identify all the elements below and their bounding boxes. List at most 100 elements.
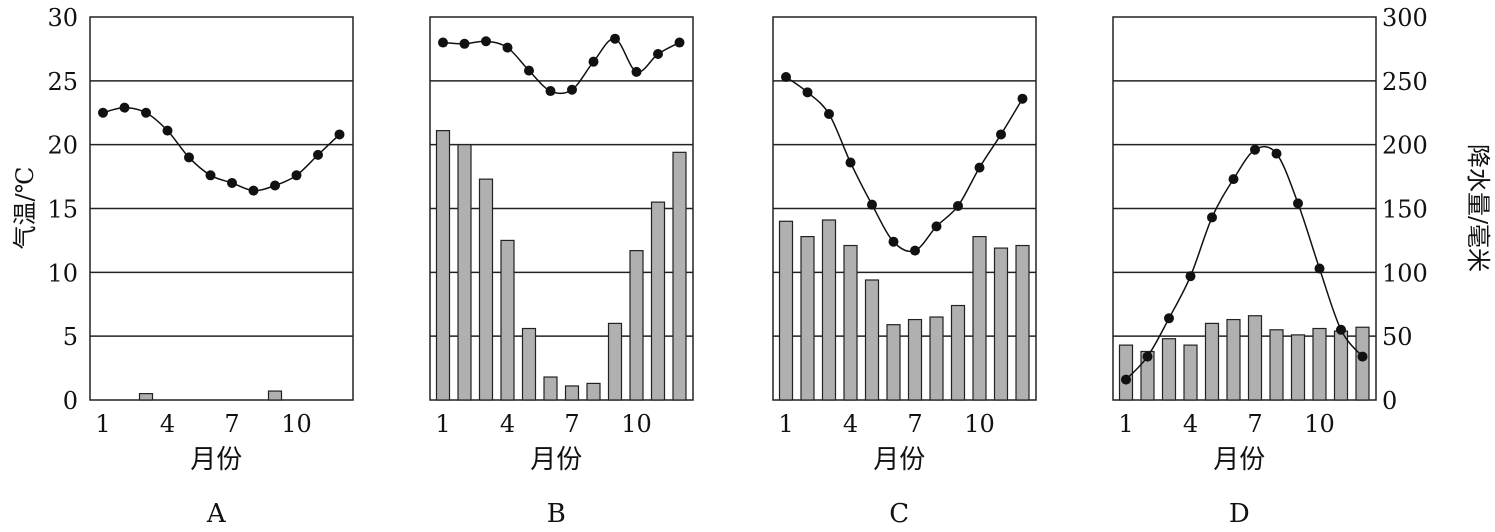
- precip-bar: [1290, 334, 1306, 401]
- temperature-point: [334, 129, 345, 140]
- right-tick-label: 50: [1382, 323, 1413, 351]
- temperature-point: [545, 86, 556, 97]
- temperature-point: [610, 33, 620, 44]
- x-tick-label: 10: [1304, 410, 1335, 438]
- precip-bar: [864, 279, 880, 401]
- plot-frame: [89, 16, 354, 401]
- left-tick-label: 0: [63, 387, 78, 415]
- precip-bar: [1269, 329, 1284, 401]
- right-tick-label: 0: [1382, 387, 1397, 415]
- precip-bar: [993, 247, 1009, 401]
- x-tick-label: 4: [500, 410, 515, 438]
- temperature-point: [141, 107, 151, 118]
- temperature-point: [1293, 198, 1303, 209]
- left-tick-label: 30: [47, 4, 78, 32]
- temperature-point: [631, 66, 642, 77]
- precip-bar: [629, 250, 644, 401]
- temperature-point: [184, 152, 194, 163]
- x-axis-label: 月份: [530, 445, 582, 475]
- temperature-point: [588, 56, 599, 67]
- temperature-point: [1228, 174, 1239, 185]
- temperature-point: [1185, 271, 1196, 282]
- x-tick-label: 1: [95, 410, 110, 438]
- panel-a: 1 4 7 10 月份 A: [89, 16, 354, 529]
- temperature-point: [162, 125, 173, 136]
- panel-label: A: [206, 499, 227, 529]
- temperature-point: [1357, 351, 1368, 362]
- precip-bar: [650, 201, 666, 401]
- x-tick-label: 10: [281, 410, 312, 438]
- precip-bar: [500, 239, 515, 401]
- precip-bar: [950, 304, 966, 401]
- precip-bar: [267, 390, 283, 401]
- temperature-point: [270, 180, 280, 191]
- temperature-point: [1017, 93, 1028, 104]
- left-tick-label: 25: [47, 68, 78, 96]
- temperature-point: [1164, 313, 1174, 324]
- precip-bar: [843, 244, 858, 401]
- precip-bar: [1226, 318, 1241, 401]
- panel-d: 1 4 7 10 月份 D: [1112, 16, 1377, 529]
- x-tick-label: 1: [778, 410, 793, 438]
- temperature-point: [524, 65, 534, 76]
- precip-bar: [1333, 330, 1349, 401]
- precip-bar: [457, 144, 472, 401]
- x-tick-label: 1: [435, 410, 450, 438]
- x-tick-label: 10: [621, 410, 652, 438]
- temperature-point: [227, 177, 237, 188]
- temperature-point: [953, 200, 963, 211]
- x-tick-label: 7: [224, 410, 239, 438]
- right-axis-label: 降水量/毫米: [1464, 144, 1492, 272]
- panel-label: B: [547, 499, 566, 529]
- plot-frame: [429, 16, 694, 401]
- plot-frame: [1112, 16, 1377, 401]
- right-tick-label: 100: [1382, 259, 1428, 287]
- x-tick-label: 7: [1247, 410, 1262, 438]
- temperature-line: [102, 106, 341, 192]
- precip-bar: [1015, 244, 1030, 401]
- left-tick-label: 20: [47, 132, 78, 160]
- x-tick-label: 4: [1183, 410, 1198, 438]
- panel-label: D: [1229, 499, 1250, 529]
- temperature-point: [567, 84, 577, 95]
- temperature-point: [910, 245, 920, 256]
- temperature-line: [442, 37, 680, 95]
- precip-bar: [1247, 315, 1263, 401]
- temperature-point: [119, 102, 130, 113]
- panel-b: 1 4 7 10 月份 B: [429, 16, 694, 529]
- temperature-point: [1207, 212, 1217, 223]
- panel-label: C: [889, 499, 909, 529]
- precip-bar: [564, 385, 580, 401]
- plot-frame: [772, 16, 1037, 401]
- precip-bar: [435, 130, 451, 401]
- temperature-point: [1121, 374, 1131, 385]
- x-tick-label: 7: [564, 410, 579, 438]
- left-axis-label: 气温/℃: [11, 167, 39, 250]
- precip-bar: [1355, 326, 1370, 401]
- precip-bar: [586, 382, 601, 401]
- precip-bar: [1161, 338, 1177, 401]
- precip-bar: [607, 322, 623, 401]
- temperature-point: [291, 170, 302, 181]
- temperature-point: [1336, 324, 1346, 335]
- precip-bar: [1118, 344, 1134, 401]
- left-tick-label: 15: [47, 196, 78, 224]
- temperature-point: [459, 38, 470, 49]
- panel-c: 1 4 7 10 月份 C: [772, 16, 1037, 529]
- precip-bar: [478, 178, 494, 401]
- temperature-point: [1142, 351, 1153, 362]
- temperature-point: [438, 37, 448, 48]
- left-tick-label: 5: [63, 323, 78, 351]
- right-tick-label: 200: [1382, 132, 1428, 160]
- temperature-point: [888, 236, 899, 247]
- temperature-point: [674, 37, 685, 48]
- right-tick-label: 300: [1382, 4, 1428, 32]
- precip-bar: [138, 393, 154, 401]
- temperature-point: [845, 157, 856, 168]
- precip-bar: [521, 327, 537, 401]
- precip-bar: [1312, 327, 1327, 401]
- precip-bar: [672, 151, 687, 401]
- precip-bar: [1204, 322, 1220, 401]
- precip-bar: [543, 376, 558, 401]
